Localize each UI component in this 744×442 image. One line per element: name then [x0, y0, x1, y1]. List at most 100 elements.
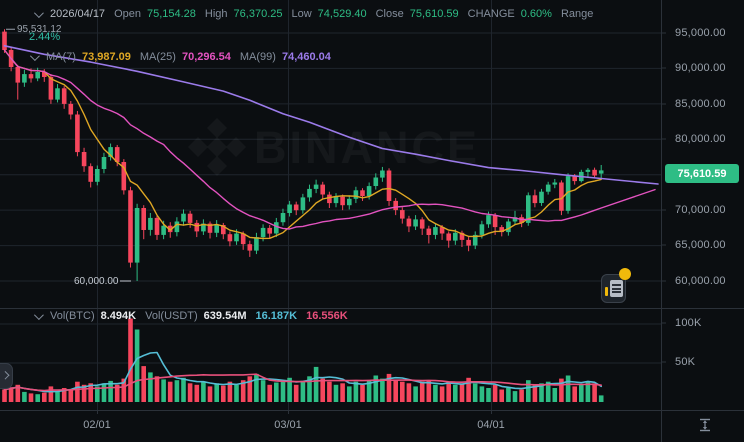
candle	[347, 198, 352, 206]
candle	[48, 76, 54, 100]
volume-bar	[55, 391, 60, 402]
candle	[101, 157, 107, 169]
volume-bar	[214, 383, 219, 402]
candle	[260, 227, 266, 238]
volume-bar	[28, 393, 34, 402]
volume-bar	[161, 379, 166, 402]
candle	[201, 223, 206, 232]
volume-bar	[307, 376, 312, 402]
candle	[598, 170, 604, 174]
candle	[108, 147, 113, 157]
volume-bar	[327, 381, 332, 402]
volume-bar	[187, 383, 193, 402]
volume-bar	[128, 318, 133, 402]
candle	[552, 182, 558, 185]
candle	[280, 213, 286, 223]
change-percent-marker: 2.44%	[29, 31, 61, 43]
ohlc-header-row: 2026/04/17 Open 75,154.28 High 76,370.25…	[33, 7, 594, 20]
axis-autoscale-button[interactable]	[697, 417, 713, 433]
candle	[526, 195, 531, 223]
candle	[55, 88, 60, 100]
candle	[22, 74, 27, 83]
ohlc-range[interactable]: Range	[560, 8, 594, 20]
candle	[313, 184, 319, 189]
volume-bar	[386, 373, 392, 402]
candle	[426, 228, 432, 235]
volume-bar	[207, 386, 213, 402]
candle	[2, 31, 7, 50]
volume-bar	[512, 391, 518, 402]
volume-bar	[8, 387, 14, 402]
volume-bar	[373, 375, 379, 402]
volume-bar	[240, 380, 246, 402]
volume-bar	[413, 386, 418, 402]
candle	[227, 234, 233, 242]
ohlc-open: Open 75,154.28	[114, 8, 196, 20]
volume-bar	[393, 380, 398, 402]
candle	[207, 223, 213, 233]
volume-pane-expand-button[interactable]	[0, 363, 13, 389]
volume-bar	[234, 384, 239, 402]
candle	[15, 67, 21, 83]
volume-bar	[545, 381, 551, 402]
candle	[439, 227, 445, 234]
volume-bar	[247, 376, 253, 402]
chevron-down-icon[interactable]	[29, 50, 40, 61]
vol-ma-slow-readout: 16.556K	[306, 310, 348, 322]
volume-bar	[472, 383, 478, 402]
volume-bar	[274, 382, 279, 402]
candle	[499, 227, 504, 233]
volume-bar	[320, 378, 325, 402]
candle	[380, 170, 385, 178]
volume-bar	[95, 386, 100, 402]
volume-bar	[194, 384, 200, 402]
volume-bar	[174, 380, 180, 402]
candle	[506, 221, 511, 233]
volume-bar	[559, 378, 564, 402]
volume-bar	[353, 381, 359, 402]
candle	[545, 184, 551, 192]
candle	[406, 218, 412, 227]
candle	[340, 196, 345, 206]
ma-indicator-row: MA(7) 73,987.09 MA(25) 70,296.54 MA(99) …	[29, 50, 331, 63]
volume-bar	[75, 381, 80, 402]
candle	[366, 186, 372, 196]
candle	[413, 219, 418, 227]
volume-bar	[406, 383, 412, 402]
time-tick-label: 04/01	[477, 419, 505, 431]
volume-bar	[439, 386, 445, 402]
volume-bar	[426, 380, 432, 402]
price-tick-label: 85,000.00	[675, 98, 726, 110]
volume-bar	[293, 384, 299, 402]
volume-bar	[267, 384, 272, 402]
volume-bar	[148, 372, 153, 402]
last-price-badge: 75,610.59	[665, 164, 739, 183]
candle	[221, 225, 226, 235]
volume-bar	[35, 394, 40, 402]
volume-bar	[114, 384, 120, 402]
volume-bar	[101, 383, 107, 402]
volume-tick-label: 50K	[675, 356, 696, 368]
candle	[453, 232, 458, 241]
volume-bar	[68, 389, 74, 402]
volume-bar	[280, 380, 286, 402]
volume-bar	[532, 384, 538, 402]
chevron-down-icon[interactable]	[33, 309, 44, 320]
candle	[360, 190, 365, 196]
volume-bar	[466, 377, 471, 402]
volume-bar	[134, 329, 140, 402]
candle	[161, 225, 166, 235]
chevron-down-icon[interactable]	[33, 7, 44, 18]
ohlc-close: Close 75,610.59	[375, 8, 459, 20]
volume-bar	[300, 381, 306, 402]
candle	[386, 170, 392, 201]
candle	[327, 194, 332, 204]
list-icon	[609, 280, 623, 297]
volume-bar	[108, 380, 113, 402]
time-tick-label: 03/01	[274, 419, 302, 431]
candle	[121, 162, 127, 191]
chevron-right-icon	[1, 371, 10, 380]
candle	[154, 217, 160, 235]
